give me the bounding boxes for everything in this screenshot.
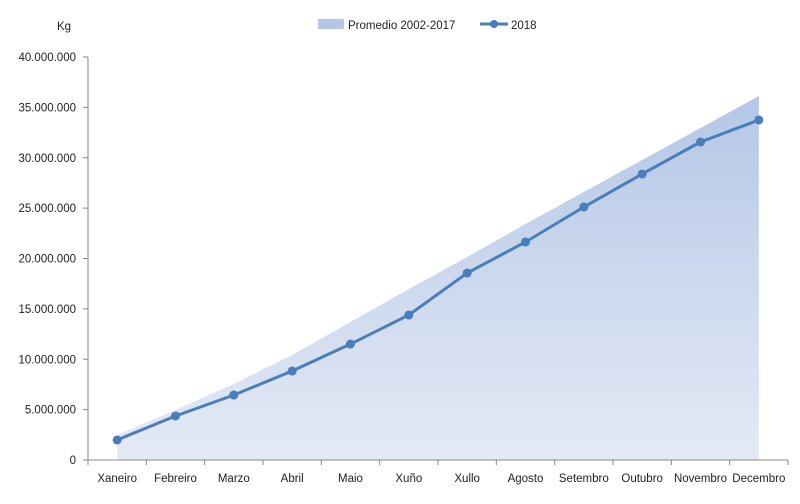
line-2018 — [116, 118, 760, 442]
x-tick-label: Maio — [338, 473, 363, 485]
point-2018-maio — [346, 339, 355, 349]
y-tick-label: 25.000.000 — [18, 203, 76, 215]
x-tick-label: Outubro — [621, 473, 663, 485]
y-tick-label: 20.000.000 — [18, 254, 76, 266]
x-tick-label: Decembro — [732, 473, 785, 485]
x-tick-label: Marzo — [218, 473, 250, 485]
y-tick-label: 30.000.000 — [18, 153, 76, 165]
y-tick-label: 10.000.000 — [18, 354, 76, 366]
x-tick-label: Xaneiro — [97, 473, 137, 485]
x-tick-label: Setembro — [559, 473, 609, 485]
point-2018-xullo — [462, 268, 472, 278]
point-2018-setembro — [579, 202, 589, 212]
x-tick-label: Xuño — [395, 473, 422, 485]
y-tick-label: 15.000.000 — [18, 304, 76, 316]
y-tick-label: 5.000.000 — [25, 405, 76, 417]
legend-label-2018: 2018 — [511, 20, 537, 32]
x-tick-label: Xullo — [454, 473, 480, 485]
legend-marker — [490, 20, 498, 28]
point-2018-novembro — [696, 137, 705, 147]
x-tick-label: Novembro — [674, 473, 727, 485]
x-tick-label: Agosto — [508, 473, 544, 485]
y-tick-label: 40.000.000 — [18, 52, 76, 64]
point-2018-xaneiro — [112, 435, 122, 445]
point-2018-decembro — [754, 115, 764, 125]
legend-label-promedio: Promedio 2002-2017 — [348, 20, 455, 32]
point-2018-xuño — [404, 310, 414, 320]
point-2018-agosto — [521, 237, 530, 247]
point-2018-outubro — [637, 169, 647, 179]
y-tick-label: 35.000.000 — [18, 102, 76, 114]
legend: Promedio 2002-2017 2018 — [318, 19, 537, 32]
point-2018-marzo — [229, 390, 239, 400]
x-tick-label: Febreiro — [154, 473, 197, 485]
legend-swatch-area — [318, 19, 344, 29]
x-tick-label: Abril — [281, 473, 304, 485]
y-tick-label: 0 — [70, 455, 76, 467]
y-axis-label: Kg — [57, 21, 71, 33]
point-2018-abril — [287, 366, 297, 376]
point-2018-febreiro — [171, 411, 180, 421]
area-promedio-2002-2017 — [117, 95, 759, 461]
